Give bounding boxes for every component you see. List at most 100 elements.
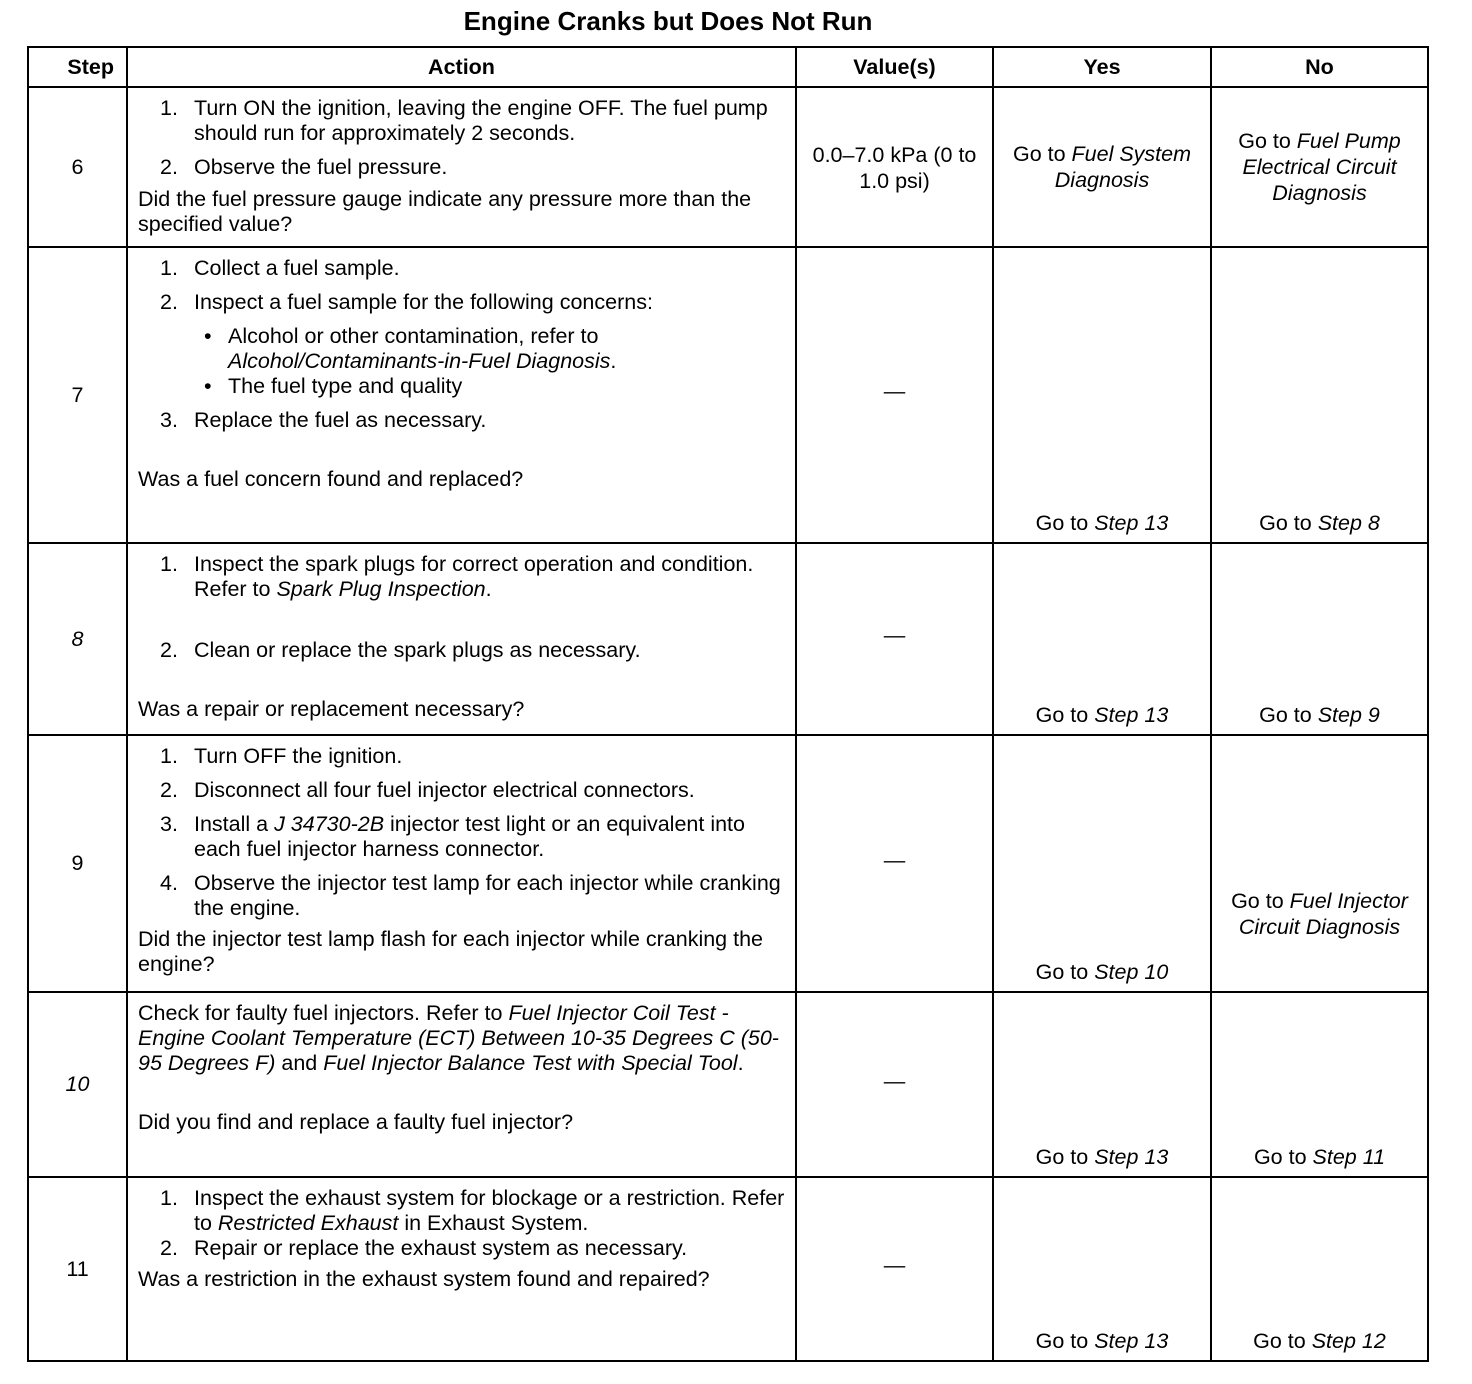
item-marker: 2. — [160, 290, 178, 314]
text-run: Go to — [1012, 142, 1072, 166]
table-row: 6 1. Turn ON the ignition, leaving the eng… — [27, 86, 1429, 248]
table-row: 11 1. Inspect the exhaust system for block… — [27, 1176, 1429, 1362]
text-run: Clean or replace the spark plugs as nece… — [194, 638, 641, 662]
item-marker: • — [204, 374, 212, 398]
table-row: 9 1. Turn OFF the ignition. 2. Disconnect al… — [27, 734, 1429, 993]
action-cell: Check for faulty fuel injectors. Refer t… — [126, 991, 797, 1178]
text-run: Step 12 — [1311, 1329, 1386, 1353]
action-question: Did the fuel pressure gauge indicate any… — [138, 187, 787, 237]
step-number: 10 — [27, 991, 128, 1178]
text-run: Step 13 — [1094, 703, 1169, 727]
text-run: . — [485, 577, 492, 601]
no-cell: Go to Step 9 — [1210, 542, 1429, 736]
item-marker: 1. — [160, 1186, 178, 1210]
text-run: Was a repair or replacement necessary? — [138, 697, 525, 721]
no-result: Go to Step 9 — [1212, 544, 1427, 734]
text-run: Step 9 — [1317, 703, 1380, 727]
no-result: Go to Fuel Pump Electrical Circuit Diagn… — [1212, 88, 1427, 246]
header-step: Step — [27, 46, 128, 88]
text-run: Did the fuel pressure gauge indicate any… — [138, 187, 752, 236]
table-row: 10 Check for faulty fuel injectors. Refer… — [27, 991, 1429, 1178]
no-cell: Go to Fuel Pump Electrical Circuit Diagn… — [1210, 86, 1429, 248]
action-step-item: 1. Inspect the exhaust system for blockag… — [138, 1186, 787, 1236]
step-text: 7 — [71, 382, 84, 407]
action-question: Did the injector test lamp flash for eac… — [138, 927, 787, 977]
step-number: 7 — [27, 246, 128, 544]
no-cell: Go to Step 11 — [1210, 991, 1429, 1178]
text-run: The fuel type and quality — [228, 374, 463, 398]
values-cell: — — [795, 734, 994, 993]
yes-cell: Go to Step 10 — [992, 734, 1212, 993]
action-step-item: 2. Disconnect all four fuel injector elec… — [138, 778, 787, 803]
value-dash: — — [883, 1253, 906, 1277]
action-cell: 1. Turn OFF the ignition. 2. Disconnect all… — [126, 734, 797, 993]
no-cell: Go to Step 8 — [1210, 246, 1429, 544]
yes-cell: Go to Step 13 — [992, 246, 1212, 544]
table-row: 7 1. Collect a fuel sample. 2. Inspect a fue… — [27, 246, 1429, 544]
text-run: Step 8 — [1317, 511, 1380, 535]
step-number: 11 — [27, 1176, 128, 1362]
text-run: Fuel Injector Coil Test - Engine Coolant… — [138, 1001, 779, 1075]
text-run: Step 11 — [1312, 1145, 1386, 1169]
text-run: Repair or replace the exhaust system as … — [194, 1236, 688, 1260]
text-run: injector test light or an equivalent int… — [194, 812, 745, 861]
action-step-item: 1. Inspect the spark plugs for correct op… — [138, 552, 787, 602]
item-marker: 1. — [160, 256, 178, 280]
header-no: No — [1210, 46, 1429, 88]
yes-cell: Go to Step 13 — [992, 1176, 1212, 1362]
values-cell: 0.0–7.0 kPa (0 to 1.0 psi) — [795, 86, 994, 248]
text-run: Go to — [1035, 1329, 1095, 1353]
text-run: J 34730-2B — [274, 812, 385, 836]
text-run: Fuel Injector Balance Test with Special … — [323, 1051, 738, 1075]
text-run: Collect a fuel sample. — [194, 256, 400, 280]
no-cell: Go to Step 12 — [1210, 1176, 1429, 1362]
action-step-item: 2. Inspect a fuel sample for the followin… — [138, 290, 787, 315]
action-step-item: 1. Turn OFF the ignition. — [138, 744, 787, 769]
text-run: and — [275, 1051, 324, 1075]
text-run: Go to — [1035, 960, 1095, 984]
text-run: Observe the injector test lamp for each … — [194, 871, 781, 920]
values-cell: — — [795, 1176, 994, 1362]
header-action: Action — [126, 46, 797, 88]
action-question: Was a repair or replacement necessary? — [138, 697, 787, 722]
table-row: 8 1. Inspect the spark plugs for correct o… — [27, 542, 1429, 736]
text-run: Go to — [1259, 511, 1318, 535]
text-run: Go to — [1035, 511, 1095, 535]
no-cell: Go to Fuel Injector Circuit Diagnosis — [1210, 734, 1429, 993]
text-run: Restricted Exhaust — [217, 1211, 399, 1235]
step-text: 11 — [66, 1256, 89, 1281]
text-run: . — [610, 349, 617, 373]
text-run: Did you find and replace a faulty fuel i… — [138, 1110, 574, 1134]
text-run: Inspect the exhaust system for blockage … — [194, 1186, 785, 1235]
step-number: 8 — [27, 542, 128, 736]
text-run: Fuel Pump Electrical Circuit Diagnosis — [1242, 129, 1401, 205]
header-yes: Yes — [992, 46, 1212, 88]
action-step-item: 2. Clean or replace the spark plugs as ne… — [138, 638, 787, 663]
yes-result: Go to Step 10 — [994, 736, 1210, 991]
yes-result: Go to Step 13 — [994, 544, 1210, 734]
action-cell: 1. Collect a fuel sample. 2. Inspect a fuel… — [126, 246, 797, 544]
value-dash: — — [883, 847, 906, 872]
text-run: Step 13 — [1094, 1329, 1169, 1353]
text-run: Install a — [194, 812, 275, 836]
header-row: Step Action Value(s) Yes No — [27, 46, 1429, 88]
action-question: Was a fuel concern found and replaced? — [138, 467, 787, 492]
action-step-item: • Alcohol or other contamination, refer t… — [138, 324, 787, 374]
action-step-item: Check for faulty fuel injectors. Refer t… — [138, 1001, 787, 1076]
yes-result: Go to Step 13 — [994, 1178, 1210, 1360]
text-run: Turn ON the ignition, leaving the engine… — [194, 96, 768, 145]
text-run: Go to — [1035, 703, 1095, 727]
action-step-item: 3. Replace the fuel as necessary. — [138, 408, 787, 433]
text-run: Go to — [1231, 888, 1290, 913]
values-cell: — — [795, 542, 994, 736]
step-text: 6 — [71, 154, 84, 179]
item-marker: 2. — [160, 638, 178, 662]
action-step-item: 2. Repair or replace the exhaust system a… — [138, 1236, 787, 1261]
action-question: Was a restriction in the exhaust system … — [138, 1267, 787, 1292]
yes-cell: Go to Step 13 — [992, 991, 1212, 1178]
text-run: Was a fuel concern found and replaced? — [138, 467, 524, 491]
text-run: Alcohol or other contamination, refer to — [228, 324, 599, 348]
text-run: Step 13 — [1094, 1145, 1169, 1169]
action-cell: 1. Inspect the exhaust system for blockag… — [126, 1176, 797, 1362]
text-run: Go to — [1035, 1145, 1095, 1169]
